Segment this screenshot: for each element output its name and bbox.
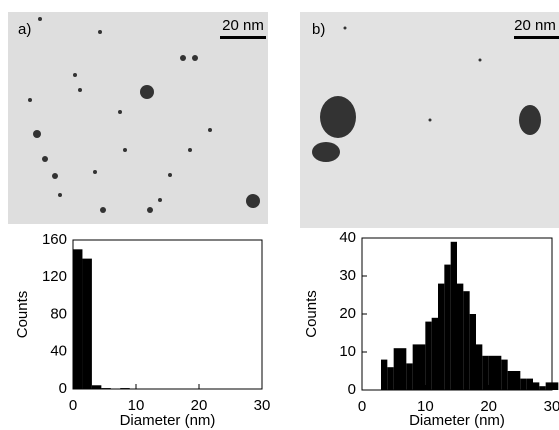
bar [381, 359, 388, 390]
x-tick-label: 20 [191, 397, 208, 414]
bar [419, 344, 426, 390]
panel-label: a) [18, 21, 31, 38]
bar [539, 386, 546, 390]
bar [438, 283, 445, 390]
bar [476, 344, 483, 390]
y-axis-label: Counts [303, 290, 320, 338]
bar [526, 378, 533, 390]
y-tick-label: 120 [42, 268, 67, 285]
y-tick-label: 160 [42, 231, 67, 248]
x-axis-label: Diameter (nm) [120, 412, 216, 429]
bar [444, 264, 451, 390]
bar [552, 382, 559, 390]
bar [533, 382, 540, 390]
bar [507, 371, 514, 390]
y-tick-label: 20 [339, 305, 356, 322]
bar [393, 348, 400, 390]
bar [463, 291, 470, 390]
bar [520, 378, 527, 390]
bar [91, 385, 102, 389]
bar [501, 359, 508, 390]
bar [514, 371, 521, 390]
bar [482, 355, 489, 390]
scale-bar-label: 20 nm [222, 17, 264, 34]
y-tick-label: 40 [50, 343, 67, 360]
bar [495, 355, 502, 390]
bar [73, 249, 83, 389]
micrograph-a: a) 20 nm [8, 12, 268, 224]
plot-frame [72, 239, 263, 390]
y-tick-label: 10 [339, 343, 356, 360]
x-axis-label: Diameter (nm) [409, 412, 505, 429]
bar [450, 241, 457, 390]
y-tick-label: 80 [50, 305, 67, 322]
scale-bar-label: 20 nm [514, 17, 556, 34]
x-tick-label: 20 [480, 398, 497, 415]
panel-label: b) [312, 21, 325, 38]
bar [425, 321, 432, 390]
x-tick-label: 10 [417, 398, 434, 415]
x-tick-label: 30 [544, 398, 559, 415]
x-tick-label: 10 [128, 397, 145, 414]
y-tick-label: 0 [59, 380, 67, 397]
x-tick-label: 0 [358, 398, 366, 415]
y-tick-label: 40 [339, 229, 356, 246]
x-tick-label: 30 [254, 397, 271, 414]
bar [387, 367, 394, 390]
bar [457, 283, 464, 390]
micrograph-b: b) 20 nm [300, 12, 559, 228]
y-axis-label: Counts [14, 291, 31, 339]
bar [412, 344, 419, 390]
x-tick-label: 0 [69, 397, 77, 414]
bar [431, 317, 438, 390]
bar [488, 355, 495, 390]
bar [406, 363, 413, 390]
bar [469, 314, 476, 390]
bar [82, 258, 92, 389]
y-tick-label: 0 [348, 381, 356, 398]
bar [400, 348, 407, 390]
bar [545, 382, 552, 390]
y-tick-label: 30 [339, 267, 356, 284]
